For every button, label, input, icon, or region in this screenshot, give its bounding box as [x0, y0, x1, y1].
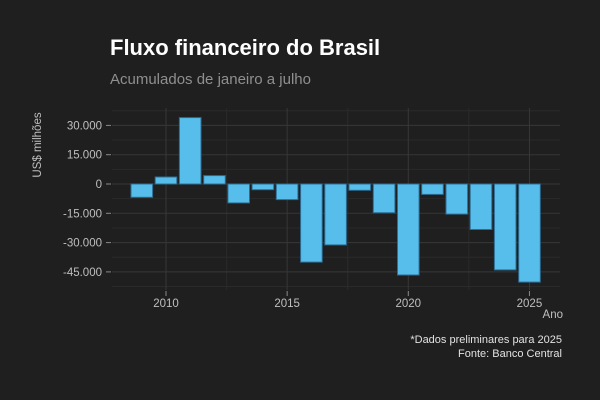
- x-axis-title: Ano: [542, 309, 563, 321]
- bar-2022: [445, 183, 469, 215]
- bar-2021: [421, 183, 444, 195]
- caption-preliminary-note: *Dados preliminares para 2025: [410, 334, 562, 346]
- bar-2019: [372, 183, 396, 214]
- bar-2024: [493, 183, 517, 271]
- bar-2016: [300, 183, 323, 263]
- x-tick-label: 2020: [396, 298, 422, 310]
- x-tick-label: 2015: [274, 298, 300, 310]
- chart-subtitle: Acumulados de janeiro a julho: [110, 71, 311, 88]
- bar-2015: [275, 183, 299, 201]
- y-tick-label: 15.000: [67, 150, 102, 162]
- y-tick-label: -45.000: [63, 267, 102, 279]
- y-tick-label: -15.000: [63, 208, 102, 220]
- x-tick-label: 2025: [517, 298, 543, 310]
- caption-source: Fonte: Banco Central: [458, 347, 562, 360]
- bar-2025: [518, 183, 541, 283]
- bar-2014: [251, 183, 275, 191]
- bar-2013: [227, 183, 250, 204]
- bar-2009: [130, 183, 154, 198]
- x-tick-label: 2010: [153, 298, 179, 310]
- chart-caption: *Dados preliminares para 2025 Fonte: Ban…: [410, 334, 562, 361]
- bar-2018: [348, 183, 372, 191]
- bar-2023: [469, 183, 493, 230]
- bar-2011: [178, 117, 202, 185]
- y-tick-label: 30.000: [67, 120, 102, 132]
- y-tick-label: -30.000: [63, 238, 102, 250]
- y-tick-label: 0: [96, 179, 102, 191]
- bar-2020: [397, 183, 420, 276]
- chart-title: Fluxo financeiro do Brasil: [110, 35, 381, 60]
- bar-2010: [154, 176, 178, 185]
- bar-2017: [324, 183, 347, 246]
- bar-2012: [203, 175, 226, 185]
